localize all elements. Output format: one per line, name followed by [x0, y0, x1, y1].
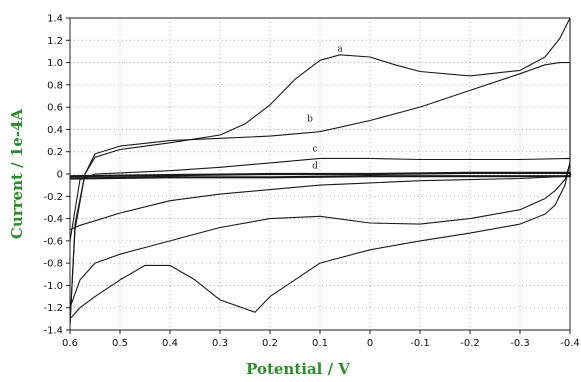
y-tick-label-8: -0.2 [43, 192, 63, 203]
series-a-label: a [337, 44, 343, 54]
y-tick-label-13: -1.2 [43, 303, 63, 314]
x-tick-label-0: 0.6 [62, 338, 78, 349]
y-tick-label-14: -1.4 [43, 326, 63, 337]
y-axis-ticks: 1.4 1.2 1.0 0.8 0.6 0.4 0.2 0 -0.2 -0.4 -0.6 -0.8 -1… [43, 14, 70, 337]
y-tick-label-10: -0.6 [43, 236, 63, 247]
y-tick-label-7: 0 [57, 170, 63, 181]
x-tick-label-8: -0.2 [460, 338, 480, 349]
y-tick-label-3: 0.8 [47, 80, 63, 91]
y-tick-label-1: 1.2 [47, 36, 63, 47]
x-tick-label-1: 0.5 [112, 338, 128, 349]
y-tick-label-0: 1.4 [47, 14, 63, 25]
y-tick-label-9: -0.4 [43, 214, 63, 225]
x-axis-title: Potential / V [246, 360, 350, 378]
y-tick-label-5: 0.4 [47, 125, 63, 136]
x-tick-label-10: -0.4 [560, 338, 580, 349]
series-d-label: d [312, 161, 318, 171]
series-d-curve [69, 171, 572, 180]
series-b-label: b [307, 115, 313, 125]
y-tick-label-4: 0.6 [47, 103, 63, 114]
series-c-label: c [312, 145, 317, 155]
x-tick-label-7: -0.1 [410, 338, 430, 349]
y-tick-label-2: 1.0 [47, 58, 63, 69]
y-tick-label-12: -1.0 [43, 281, 63, 292]
x-tick-label-6: 0 [367, 338, 373, 349]
curve-labels: a b cd [307, 44, 343, 171]
x-tick-label-3: 0.3 [212, 338, 228, 349]
y-tick-label-6: 0.2 [47, 147, 63, 158]
x-axis-ticks: 0.6 0.5 0.4 0.3 0.2 0.1 0 -0.1 -0.2 -0.3 -0.4 [62, 330, 580, 349]
x-tick-label-4: 0.2 [262, 338, 278, 349]
x-tick-label-9: -0.3 [510, 338, 530, 349]
x-tick-label-5: 0.1 [312, 338, 328, 349]
x-tick-label-2: 0.4 [162, 338, 178, 349]
y-axis-title: Current / 1e-4A [8, 109, 26, 240]
y-tick-label-11: -0.8 [43, 259, 63, 270]
